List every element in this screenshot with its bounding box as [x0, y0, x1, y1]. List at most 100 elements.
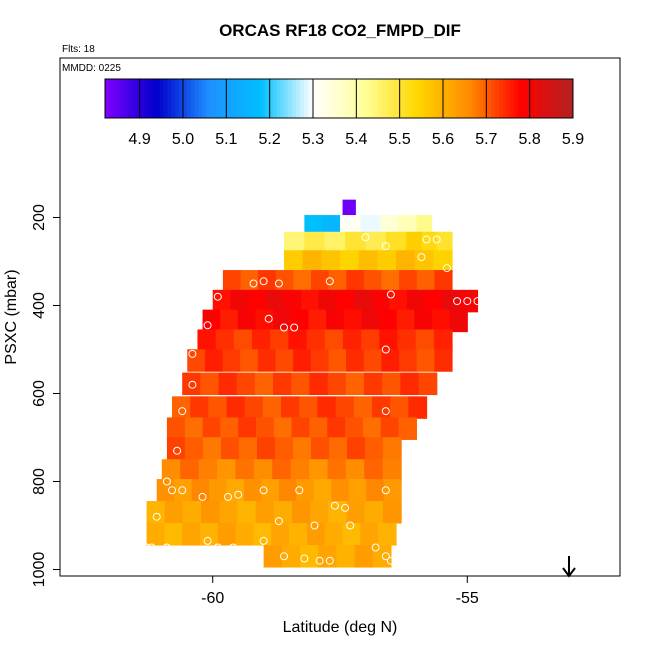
heatmap-cell	[353, 396, 373, 419]
colorbar-segment	[253, 79, 258, 118]
data-point	[259, 486, 268, 495]
colorbar-segment	[144, 79, 149, 118]
heatmap-cell	[244, 479, 263, 502]
colorbar-segment	[428, 79, 434, 118]
heatmap-cell	[381, 349, 400, 372]
heatmap-cell	[272, 459, 292, 482]
colorbar-segment	[335, 79, 340, 118]
heatmap-cell	[182, 501, 202, 524]
heatmap-cell	[328, 270, 347, 293]
heatmap-cell	[363, 270, 383, 293]
colorbar-tick-label: 5.7	[475, 131, 497, 148]
heatmap-cell	[346, 270, 365, 293]
heatmap-cell	[291, 372, 311, 396]
heatmap-cell	[166, 437, 186, 460]
colorbar-segment	[436, 79, 441, 118]
heatmap-cell	[408, 396, 428, 419]
colorbar-segment	[491, 79, 496, 118]
colorbar-segment	[506, 79, 512, 118]
y-axis-label: PSXC (mbar)	[3, 269, 20, 364]
colorbar-segment	[167, 79, 172, 118]
heatmap-cell	[365, 231, 387, 255]
heatmap-cell	[222, 349, 241, 372]
colorbar-segment	[483, 79, 488, 118]
heatmap-cell	[220, 437, 240, 460]
data-point	[381, 552, 390, 561]
colorbar-segment	[487, 79, 492, 118]
data-point	[203, 321, 212, 330]
colorbar-segment	[452, 79, 457, 118]
heatmap-cell	[254, 372, 274, 396]
colorbar-segment	[179, 79, 184, 118]
colorbar-segment	[264, 79, 270, 118]
heatmap-cell	[372, 396, 391, 419]
colorbar-segment	[186, 79, 192, 118]
heatmap-cell	[327, 459, 347, 482]
colorbar-segment	[569, 79, 574, 118]
heatmap-cell	[263, 545, 283, 568]
heatmap-cell	[235, 523, 255, 546]
heatmap-cell	[336, 545, 356, 568]
heatmap-cell	[342, 329, 362, 352]
colorbar-segment	[553, 79, 558, 118]
heatmap-cell	[273, 372, 292, 396]
colorbar-segment	[241, 79, 246, 118]
heatmap-cell	[459, 289, 479, 313]
heatmap-cell	[327, 417, 346, 440]
y-tick-label: 400	[31, 292, 48, 319]
heatmap-cell	[273, 417, 293, 440]
heatmap-cell	[396, 309, 415, 333]
colorbar-segment	[495, 79, 500, 118]
heatmap-cell	[290, 309, 310, 333]
heatmap-cell	[290, 459, 310, 482]
heatmap-cell	[253, 523, 272, 546]
colorbar-segment	[159, 79, 164, 118]
colorbar-segment	[467, 79, 473, 118]
heatmap-cell	[436, 231, 453, 255]
colorbar-segment	[300, 79, 305, 118]
colorbar-segment	[518, 79, 523, 118]
colorbar-segment	[284, 79, 289, 118]
data-point	[310, 521, 319, 530]
colorbar-segment	[136, 79, 141, 118]
colorbar-segment	[385, 79, 391, 118]
data-point	[463, 297, 472, 306]
heatmap-cell	[306, 523, 326, 546]
colorbar-segment	[444, 79, 449, 118]
heatmap-cell	[208, 396, 228, 419]
heatmap-cell	[283, 289, 302, 313]
colorbar-segment	[374, 79, 379, 118]
colorbar-segment	[202, 79, 207, 118]
heatmap-cell	[406, 231, 423, 255]
colorbar-segment	[218, 79, 223, 118]
heatmap-cell	[156, 479, 175, 502]
heatmap-cell	[202, 437, 222, 460]
heatmap-cell	[345, 459, 365, 482]
data-point	[178, 407, 187, 416]
data-point	[188, 380, 197, 389]
colorbar-segment	[155, 79, 161, 118]
data-point	[162, 543, 171, 552]
heatmap-cell	[390, 396, 409, 419]
heatmap-cell	[383, 437, 402, 460]
heatmap-cell	[164, 501, 184, 524]
heatmap-cell	[328, 501, 348, 524]
colorbar-segment	[459, 79, 465, 118]
heatmap-cell	[293, 270, 312, 293]
colorbar-segment	[296, 79, 301, 118]
colorbar-segment	[346, 79, 352, 118]
colorbar-segment	[206, 79, 211, 118]
colorbar-segment	[132, 79, 137, 118]
heatmap-cell	[346, 501, 366, 524]
colorbar-segment	[514, 79, 519, 118]
heatmap-cell	[273, 501, 293, 524]
heatmap-cell	[240, 349, 259, 372]
heatmap-cell	[311, 270, 330, 293]
data-point	[280, 552, 288, 561]
data-point	[198, 492, 207, 501]
heatmap-cell	[217, 459, 237, 482]
colorbar-tick-label: 5.2	[259, 131, 281, 148]
colorbar-segment	[420, 79, 426, 118]
heatmap-cell	[209, 479, 228, 502]
heatmap-cell	[418, 372, 438, 396]
